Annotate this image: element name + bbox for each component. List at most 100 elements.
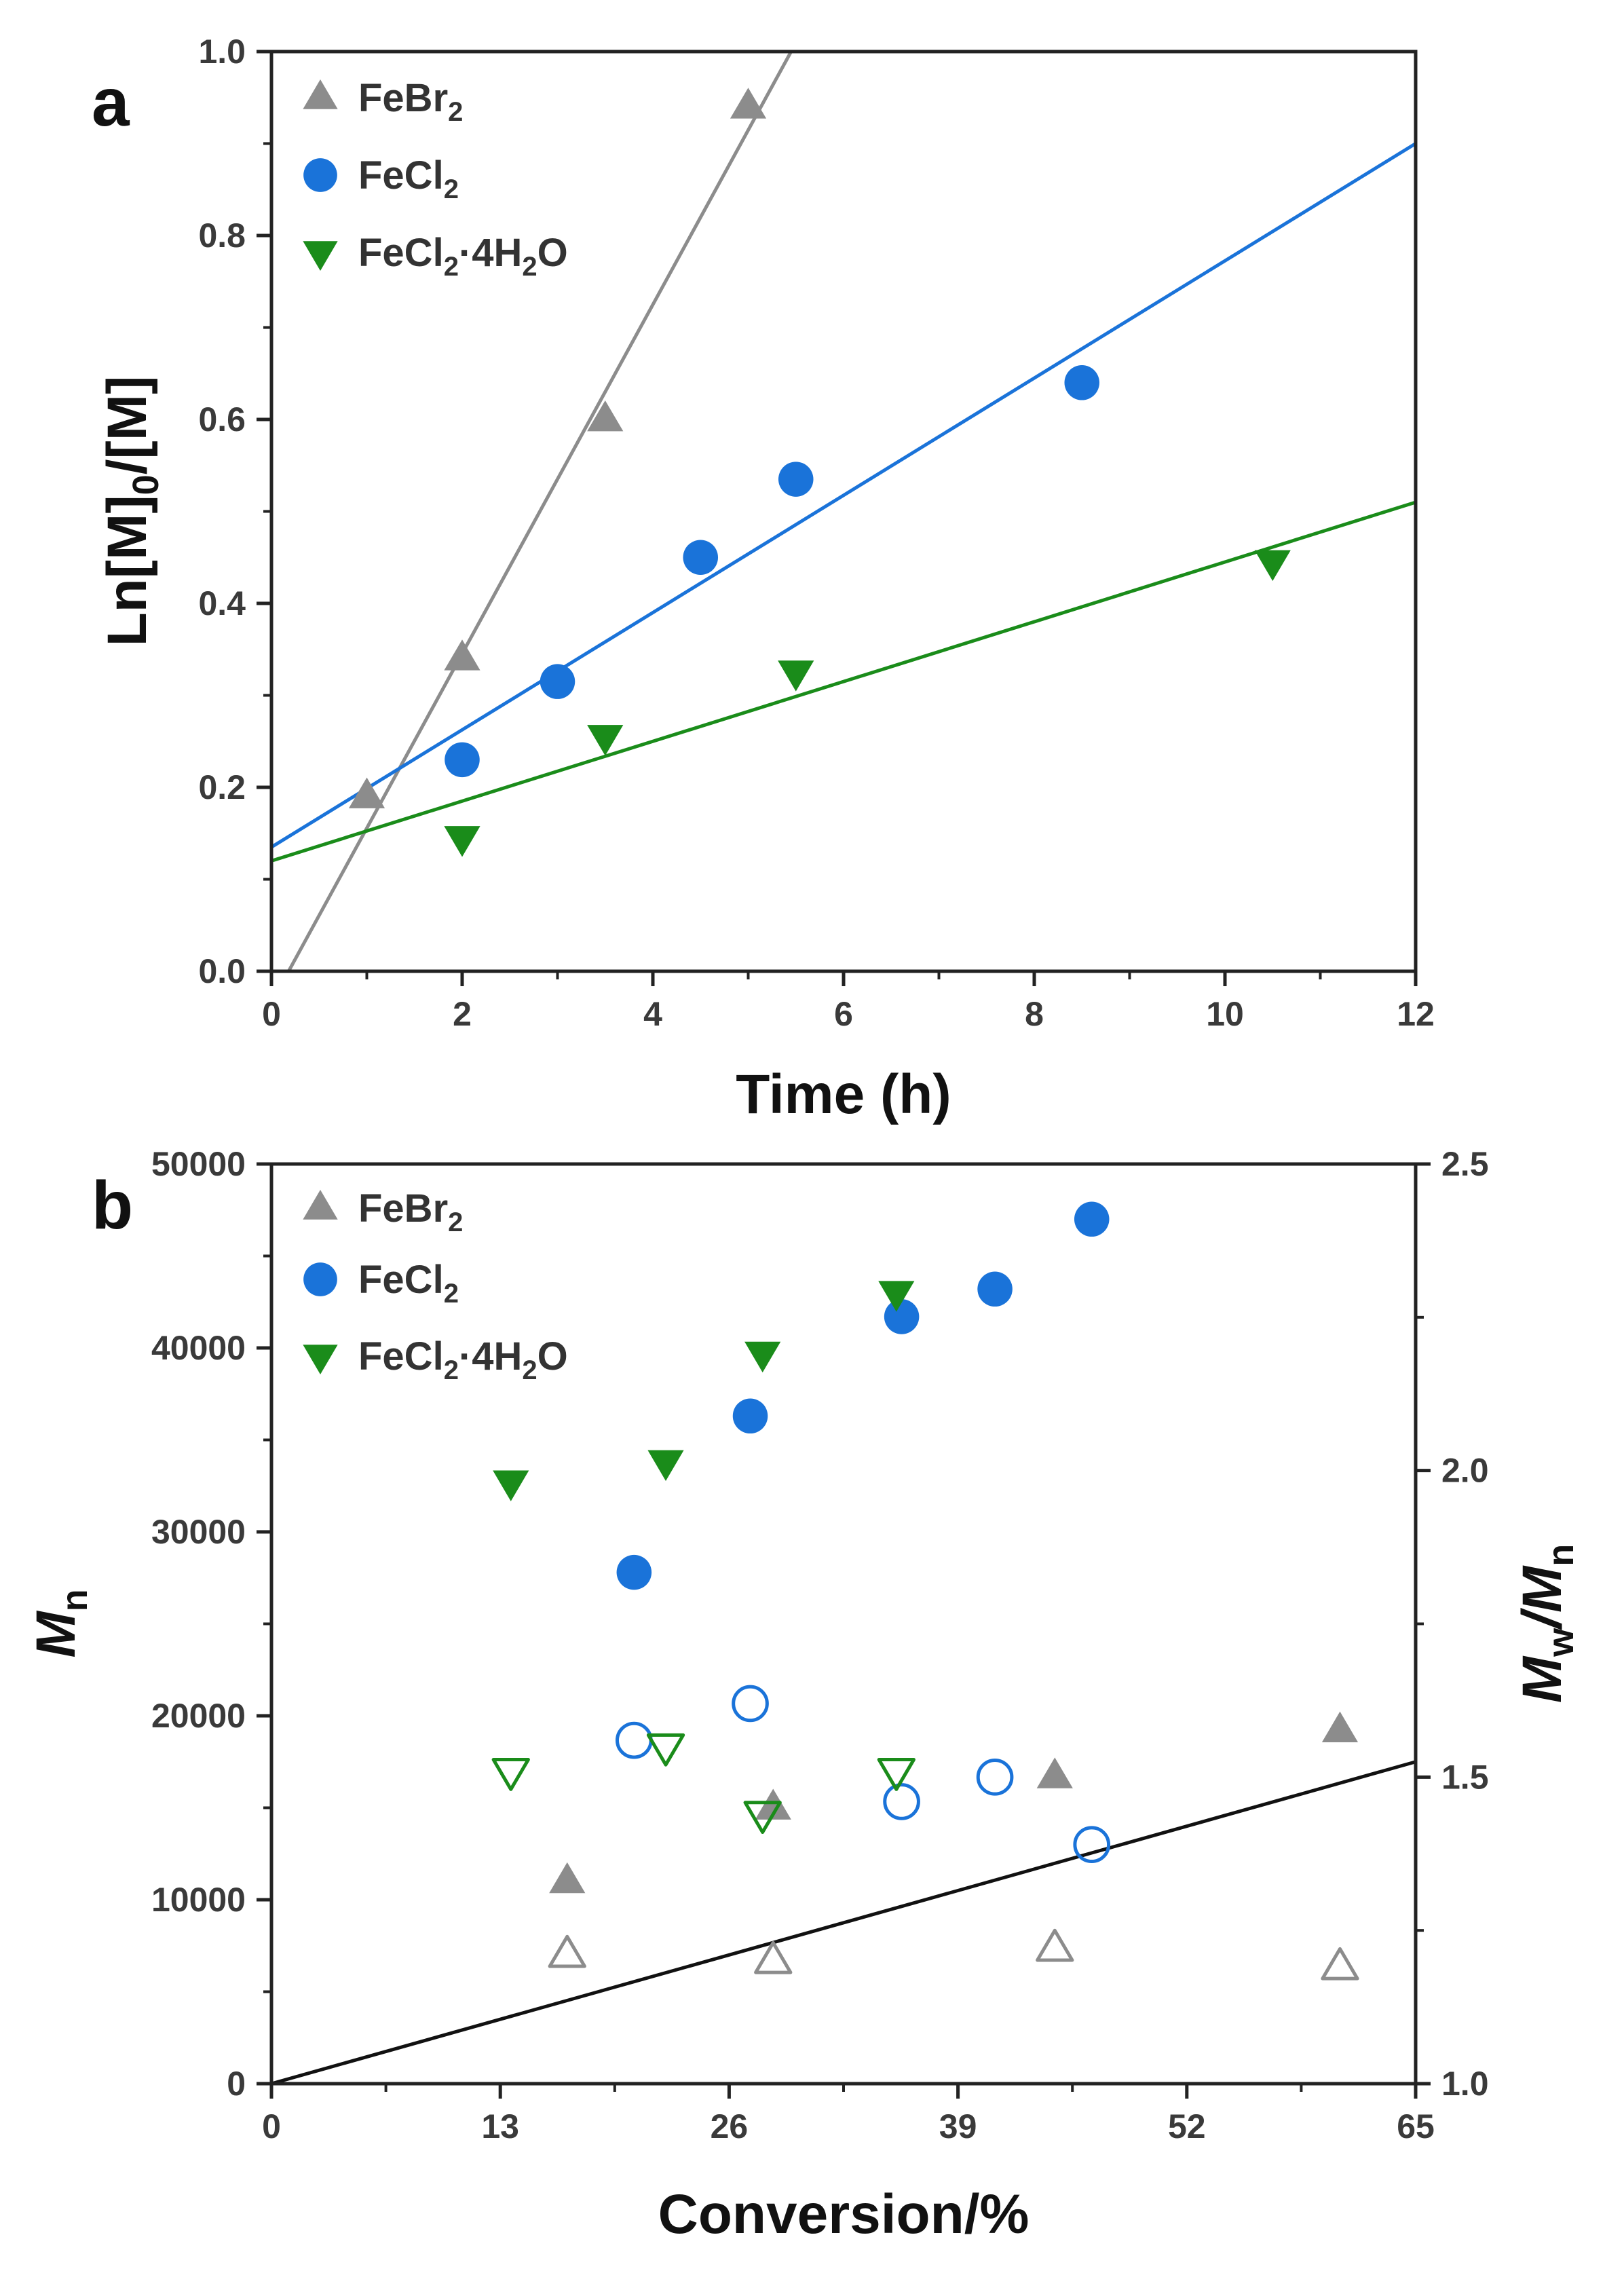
panel-a-legend-label-2-part-4: O: [537, 231, 568, 275]
panel-a-point-1-2: [683, 540, 719, 576]
panel-b-y2-title-p1: w: [1541, 1628, 1581, 1657]
panel-b-x-axis-title: Conversion/%: [658, 2183, 1030, 2245]
panel-b-mn-point-2-3: [878, 1281, 915, 1312]
panel-b-legend-label-0-part-1: 2: [448, 1207, 463, 1237]
panel-b-dispersity-point-2-3: [877, 1758, 915, 1791]
panel-b-legend-label-0: FeBr2: [358, 1186, 463, 1237]
panel-b-mn-point-0-0: [549, 1862, 586, 1894]
panel-b-y2-title-p3: n: [1541, 1544, 1581, 1566]
panel-a-legend-label-0: FeBr2: [358, 76, 463, 127]
panel-b-ticks: 0 13 26 39 52 65 0 10000 20000 30000 40000 50000 1.0…: [151, 1145, 1489, 2145]
panel-a-y-title-main: Ln[M]: [96, 495, 158, 646]
panel-a-point-0-2: [587, 400, 624, 432]
panel-b-y-tick-label-0: 0: [227, 2065, 246, 2103]
panel-b-mn-point-1-1: [732, 1398, 768, 1434]
panel-a-point-2-3: [1254, 550, 1291, 582]
panel-a-y-axis-title: Ln[M]0/[M]: [96, 376, 166, 647]
panel-b-y2-axis-title: Mw/Mn: [1511, 1544, 1581, 1703]
panel-a-fit-lines: [271, 52, 1416, 971]
panel-b-y-tick-label-2: 20000: [151, 1697, 246, 1735]
panel-b-dispersity-point-2-1: [646, 1733, 685, 1767]
panel-b-dispersity-point-0-3: [1321, 1947, 1359, 1981]
panel-b-dispersity-point-2-0: [491, 1758, 530, 1791]
panel-a-point-0-0: [348, 777, 385, 808]
panel-b-legend-label-1-part-1: 2: [444, 1279, 459, 1309]
panel-b-y-tick-label-3: 30000: [151, 1513, 246, 1551]
panel-b-legend-marker-1: [303, 1262, 337, 1296]
panel-b-legend-label-2-part-1: 2: [444, 1355, 459, 1385]
panel-a-point-1-4: [1064, 365, 1100, 400]
panel-b-x-tick-label-3: 39: [939, 2107, 977, 2145]
panel-b: 0 13 26 39 52 65 0 10000 20000 30000 40000 50000 1.0…: [25, 1145, 1581, 2245]
panel-b-y-title-sub: n: [54, 1589, 95, 1611]
panel-a-point-2-2: [778, 660, 814, 692]
panel-b-dispersity-point-1-3: [976, 1758, 1014, 1796]
panel-b-mn-point-2-1: [647, 1450, 684, 1482]
panel-a-fit-line-2: [271, 500, 1416, 863]
panel-b-y-axis-title: Mn: [25, 1589, 95, 1657]
panel-b-y2-tick-label-1: 1.5: [1441, 1758, 1489, 1796]
panel-b-x-tick-label-0: 0: [262, 2107, 281, 2145]
panel-b-x-tick-label-1: 13: [481, 2107, 519, 2145]
panel-b-theory-line: [271, 1760, 1416, 2086]
panel-b-y2-tick-label-0: 1.0: [1441, 2065, 1489, 2103]
panel-a-x-axis-title: Time (h): [736, 1064, 951, 1125]
panel-b-x-tick-label-4: 52: [1168, 2107, 1206, 2145]
panel-a-y-tick-label-2: 0.4: [198, 584, 246, 622]
panel-a-x-tick-label-5: 10: [1206, 995, 1244, 1033]
panel-a-y-tick-label-5: 1.0: [198, 33, 246, 71]
panel-a-markers: [348, 88, 1291, 857]
panel-a-label: a: [92, 64, 130, 140]
panel-a-legend-label-2: FeCl2·4H2O: [358, 231, 568, 282]
panel-a-point-2-0: [444, 826, 480, 857]
panel-a-point-1-1: [540, 664, 575, 699]
panel-b-legend-label-2-part-3: 2: [522, 1355, 537, 1385]
panel-b-dispersity-point-1-2: [883, 1783, 920, 1820]
panel-b-legend-marker-2: [303, 1345, 338, 1374]
panel-a-legend-label-2-part-2: ·4H: [459, 231, 522, 275]
panel-a-y-tick-label-3: 0.6: [198, 400, 246, 438]
panel-a-y-tick-label-0: 0.0: [198, 952, 246, 990]
panel-b-dispersity-point-2-2: [743, 1801, 782, 1835]
panel-b-legend-label-1: FeCl2: [358, 1258, 459, 1309]
panel-a-legend-marker-0: [303, 79, 338, 109]
panel-a-fit-line-1: [271, 142, 1416, 849]
panel-b-dispersity-point-0-0: [548, 1934, 586, 1968]
panel-b-label: b: [92, 1167, 133, 1243]
panel-b-theory-line-path: [271, 1760, 1416, 2086]
panel-b-legend-label-1-part-0: FeCl: [358, 1258, 444, 1302]
panel-b-legend-label-2-part-0: FeCl: [358, 1334, 444, 1378]
panel-b-legend-marker-0: [303, 1190, 338, 1220]
panel-b-legend-label-2-part-4: O: [537, 1334, 568, 1378]
panel-a-y-tick-label-4: 0.8: [198, 217, 246, 255]
panel-b-x-tick-label-5: 65: [1397, 2107, 1435, 2145]
panel-a: 0 2 4 6 8 10 120.00.20.40.60.81.0 FeBr2FeCl2Fe…: [92, 33, 1435, 1125]
panel-a-x-tick-label-0: 0: [262, 995, 281, 1033]
panel-a-legend-label-0-part-0: FeBr: [358, 76, 448, 120]
panel-b-dispersity-point-1-4: [1073, 1826, 1111, 1864]
panel-a-ticks: 0 2 4 6 8 10 12 0.0 0.2 0.4 0.6 0.8 1.0: [198, 33, 1434, 1033]
panel-b-y2-tick-label-3: 2.5: [1441, 1145, 1489, 1183]
panel-b-mn-point-1-3: [977, 1271, 1013, 1307]
panel-b-mn-point-0-2: [1036, 1757, 1073, 1788]
panel-b-dispersity-point-0-2: [1036, 1928, 1074, 1962]
panel-a-legend-label-2-part-3: 2: [522, 252, 537, 282]
panel-b-y-tick-label-1: 10000: [151, 1881, 246, 1919]
panel-b-y-tick-label-5: 50000: [151, 1145, 246, 1183]
panel-b-markers: [491, 1201, 1359, 1981]
panel-a-fit-line-0: [287, 52, 793, 971]
panel-b-legend-label-0-part-0: FeBr: [358, 1186, 448, 1231]
panel-a-legend-label-2-part-1: 2: [444, 252, 459, 282]
panel-b-y2-title-p2: /M: [1511, 1565, 1573, 1631]
panel-a-x-tick-label-6: 12: [1397, 995, 1435, 1033]
panel-b-y2-tick-label-2: 2.0: [1441, 1452, 1489, 1490]
panel-a-x-tick-label-4: 8: [1025, 995, 1044, 1033]
panel-b-dispersity-point-1-0: [615, 1721, 653, 1759]
panel-b-dispersity-point-0-1: [754, 1940, 793, 1974]
panel-b-legend-label-2-part-2: ·4H: [459, 1334, 522, 1378]
panel-a-point-2-1: [587, 725, 624, 756]
panel-b-y2-title-p0: M: [1511, 1655, 1573, 1703]
